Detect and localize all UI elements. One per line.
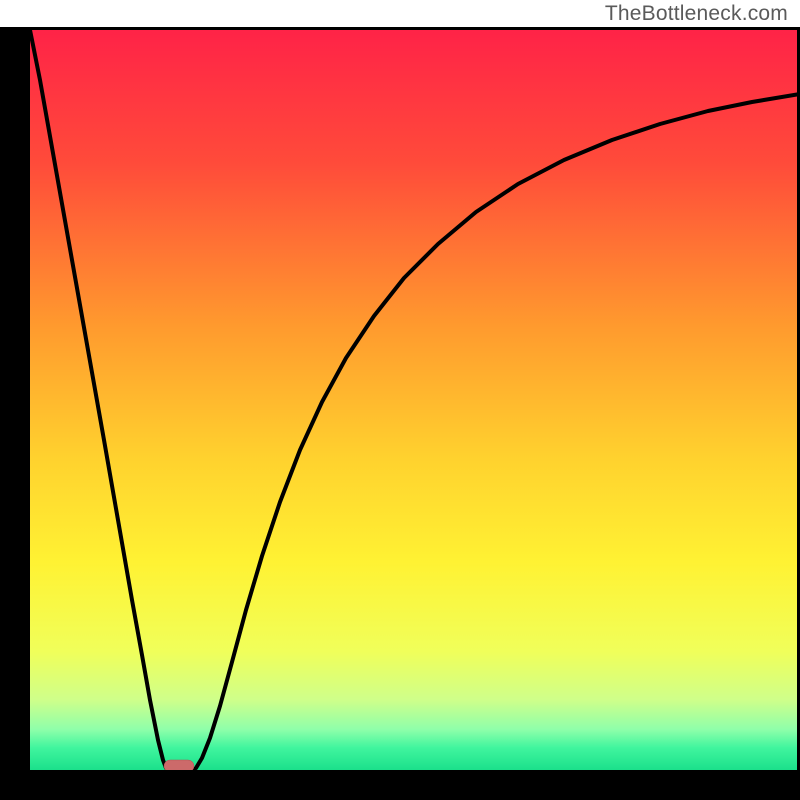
- frame-left-2: [0, 27, 30, 800]
- bottleneck-chart: [0, 0, 800, 800]
- attribution-label: TheBottleneck.com: [605, 2, 788, 26]
- plot-background: [30, 30, 800, 770]
- frame-bottom-2: [0, 770, 800, 800]
- frame-top-line-2: [0, 27, 800, 30]
